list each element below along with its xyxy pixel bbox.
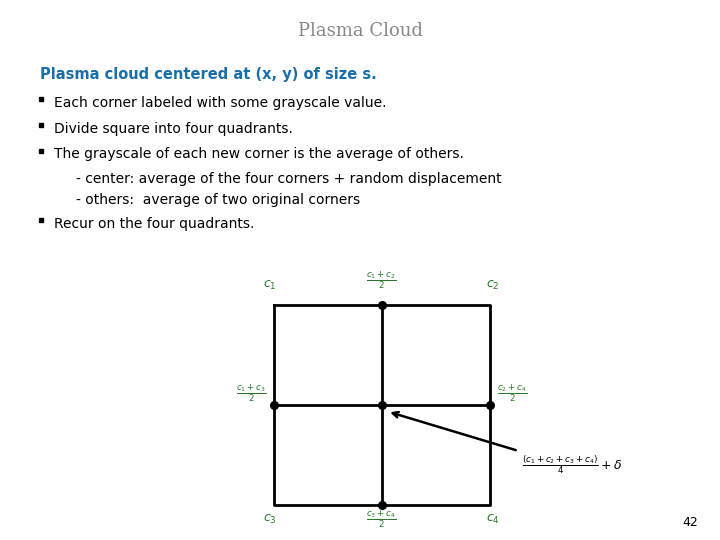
Text: $c_4$: $c_4$: [486, 513, 500, 526]
Text: $c_1$: $c_1$: [264, 279, 276, 292]
Text: - center: average of the four corners + random displacement: - center: average of the four corners + …: [76, 172, 501, 186]
Text: Each corner labeled with some grayscale value.: Each corner labeled with some grayscale …: [54, 96, 387, 110]
Text: The grayscale of each new corner is the average of others.: The grayscale of each new corner is the …: [54, 147, 464, 161]
Text: - others:  average of two original corners: - others: average of two original corner…: [76, 193, 360, 207]
Text: $\frac{c_1+c_2}{2}$: $\frac{c_1+c_2}{2}$: [366, 269, 397, 292]
Text: Plasma Cloud: Plasma Cloud: [297, 22, 423, 39]
Text: $c_3$: $c_3$: [263, 513, 277, 526]
Text: $\frac{c_2+c_4}{2}$: $\frac{c_2+c_4}{2}$: [497, 383, 528, 405]
Text: Recur on the four quadrants.: Recur on the four quadrants.: [54, 217, 254, 231]
Text: $c_2$: $c_2$: [487, 279, 500, 292]
Text: $\frac{(c_1+c_2+c_3+c_4)}{4} + \delta$: $\frac{(c_1+c_2+c_3+c_4)}{4} + \delta$: [522, 454, 623, 476]
Text: Divide square into four quadrants.: Divide square into four quadrants.: [54, 122, 293, 136]
Text: Plasma cloud centered at (x, y) of size s.: Plasma cloud centered at (x, y) of size …: [40, 68, 377, 83]
Text: $\frac{c_3+c_4}{2}$: $\frac{c_3+c_4}{2}$: [366, 509, 397, 531]
Text: 42: 42: [683, 516, 698, 529]
Text: $\frac{c_1+c_3}{2}$: $\frac{c_1+c_3}{2}$: [235, 383, 266, 405]
